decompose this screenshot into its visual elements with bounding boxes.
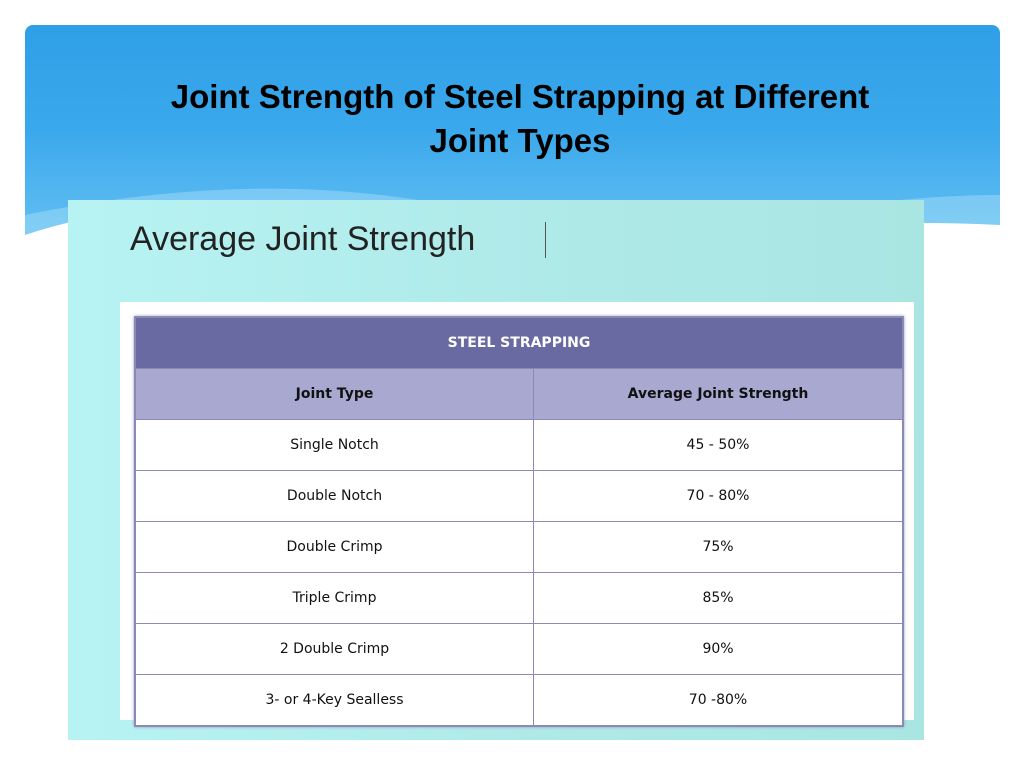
table-caption: STEEL STRAPPING	[134, 316, 904, 369]
strength-cell: 70 -80%	[533, 674, 904, 727]
column-header-joint-type: Joint Type	[134, 368, 534, 420]
table-row: Triple Crimp 85%	[134, 572, 904, 624]
slide-title-line-1: Joint Strength of Steel Strapping at Dif…	[170, 78, 870, 115]
joint-type-cell: Double Notch	[134, 470, 534, 522]
strength-cell: 45 - 50%	[533, 419, 904, 471]
joint-type-cell: Single Notch	[134, 419, 534, 471]
slide-title: Joint Strength of Steel Strapping at Dif…	[25, 75, 1015, 163]
panel-heading: Average Joint Strength	[130, 220, 476, 258]
table-card: STEEL STRAPPING Joint Type Average Joint…	[120, 302, 914, 727]
joint-strength-table: STEEL STRAPPING Joint Type Average Joint…	[134, 316, 904, 727]
table-row: 2 Double Crimp 90%	[134, 623, 904, 675]
strength-cell: 85%	[533, 572, 904, 624]
table-row: Double Crimp 75%	[134, 521, 904, 573]
strength-cell: 90%	[533, 623, 904, 675]
table-row: Double Notch 70 - 80%	[134, 470, 904, 522]
table-row: 3- or 4-Key Sealless 70 -80%	[134, 674, 904, 727]
joint-type-cell: 3- or 4-Key Sealless	[134, 674, 534, 727]
joint-type-cell: Triple Crimp	[134, 572, 534, 624]
column-header-average-strength: Average Joint Strength	[533, 368, 904, 420]
text-cursor	[545, 222, 546, 258]
slide-title-line-2: Joint Types	[429, 122, 611, 159]
joint-type-cell: 2 Double Crimp	[134, 623, 534, 675]
strength-cell: 70 - 80%	[533, 470, 904, 522]
joint-type-cell: Double Crimp	[134, 521, 534, 573]
table-row: Single Notch 45 - 50%	[134, 419, 904, 471]
strength-cell: 75%	[533, 521, 904, 573]
